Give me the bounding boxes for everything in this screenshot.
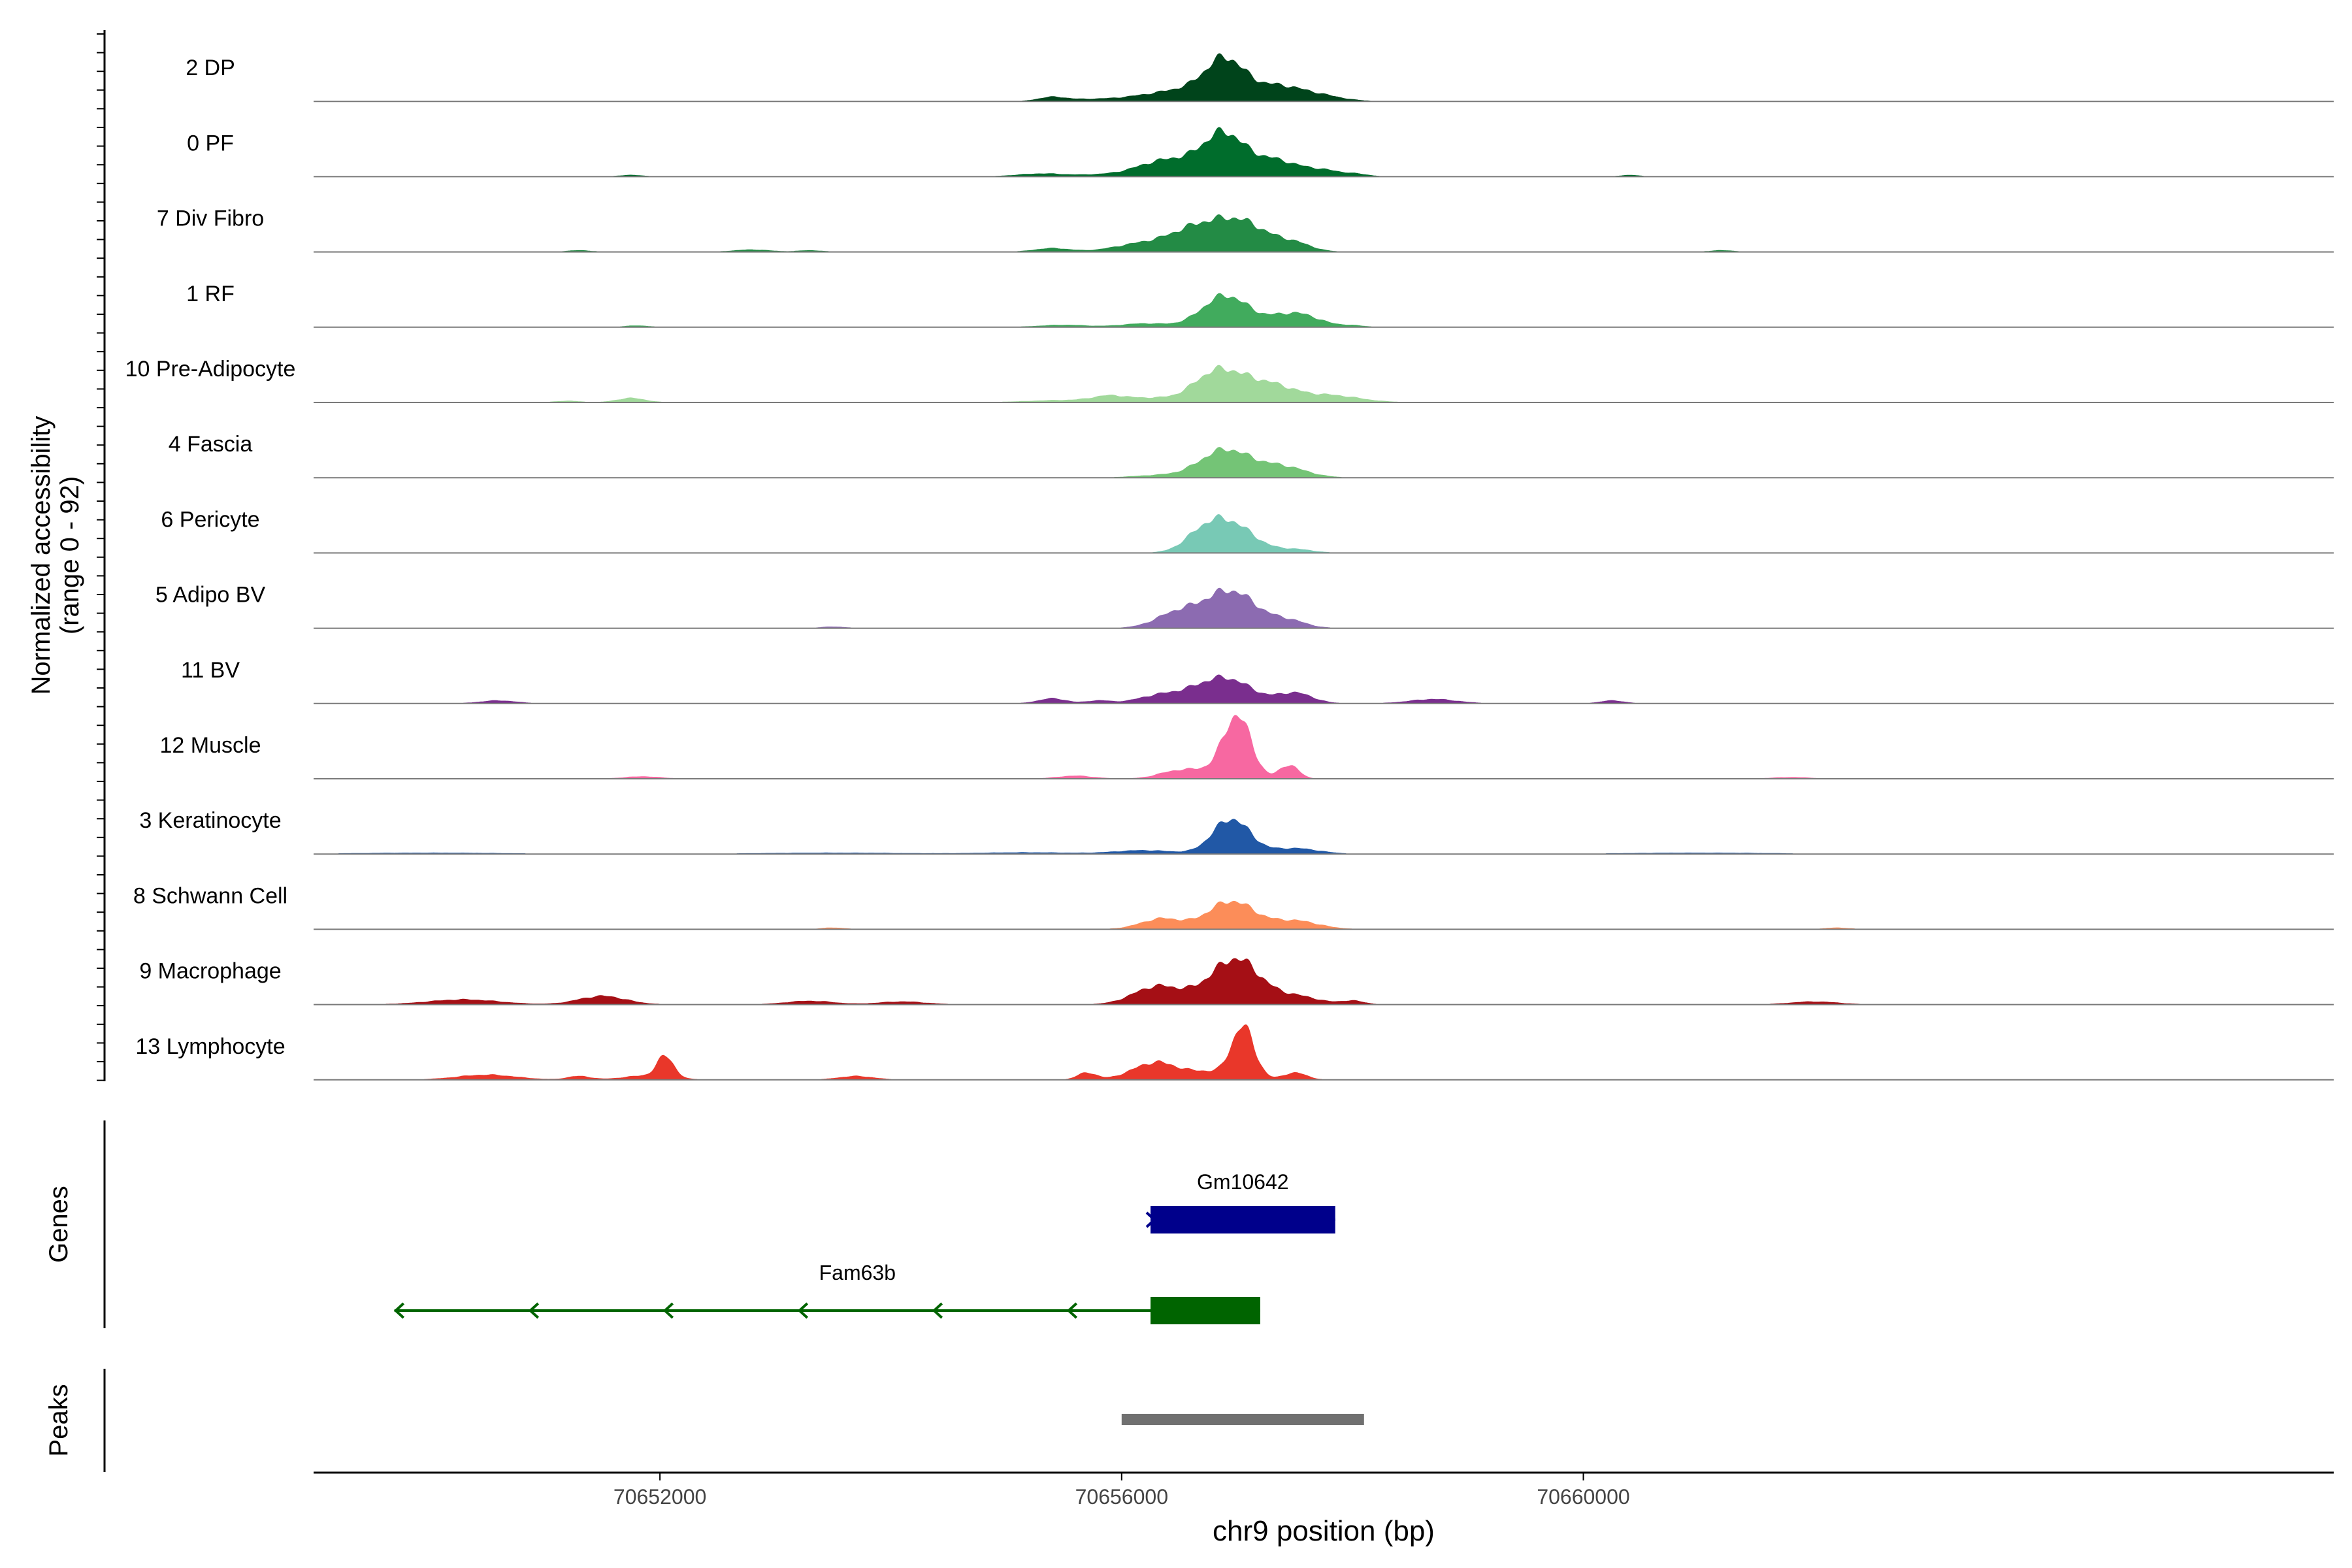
track-label: 6 Pericyte (161, 507, 259, 532)
coverage-track: 0 PF (187, 127, 2334, 178)
coverage-y-label-line1: Normalized accessibility (27, 416, 56, 695)
x-tick-label: 70660000 (1537, 1485, 1629, 1509)
coverage-tracks: 2 DP 0 PF 7 Div Fibro 1 RF 10 Pre-Adipocyte 4… (125, 53, 2334, 1081)
x-axis: 70652000 70656000 70660000 chr9 position (… (314, 1471, 2334, 1547)
genes-panel: Genes Gm10642 Fam63b (44, 1120, 1335, 1328)
gene-gm10642: Gm10642 (1145, 1170, 1335, 1233)
track-label: 2 DP (186, 56, 235, 80)
coverage-track: 1 RF (186, 282, 2334, 328)
coverage-track: 4 Fascia (169, 432, 2334, 479)
strand-arrow (932, 1302, 943, 1319)
track-label: 8 Schwann Cell (133, 883, 287, 908)
track-label: 1 RF (186, 282, 235, 306)
gene-name-label: Fam63b (819, 1261, 896, 1284)
track-label: 0 PF (187, 131, 234, 155)
gene-fam63b: Fam63b (393, 1261, 1260, 1324)
coverage-track: 10 Pre-Adipocyte (125, 357, 2334, 403)
peaks-label: Peaks (44, 1384, 73, 1456)
peaks-panel: Peaks (44, 1369, 1364, 1472)
peak-regions (1121, 1414, 1364, 1425)
track-label: 9 Macrophage (139, 959, 281, 984)
x-tick-label: 70656000 (1075, 1485, 1168, 1509)
coverage-panel: Normalized accessibility (range 0 - 92) … (27, 30, 2334, 1081)
coverage-track: 11 BV (181, 658, 2334, 704)
x-ticks: 70652000 70656000 70660000 (613, 1473, 1630, 1509)
track-label: 5 Adipo BV (155, 583, 266, 608)
gene-models: Gm10642 Fam63b (393, 1170, 1335, 1324)
track-label: 10 Pre-Adipocyte (125, 357, 296, 382)
coverage-track: 3 Keratinocyte (139, 808, 2334, 855)
strand-arrow (1066, 1302, 1078, 1319)
strand-arrow (393, 1302, 405, 1319)
x-axis-label: chr9 position (bp) (1213, 1515, 1435, 1547)
strand-arrow (797, 1302, 809, 1319)
track-label: 11 BV (181, 658, 240, 683)
coverage-y-ticks (97, 33, 105, 1081)
coverage-y-label-line2: (range 0 - 92) (56, 476, 84, 634)
track-label: 4 Fascia (169, 432, 253, 457)
strand-arrow (1145, 1211, 1156, 1228)
genes-label: Genes (44, 1186, 73, 1263)
track-label: 12 Muscle (160, 733, 261, 758)
peak-region (1121, 1414, 1364, 1425)
gene-exon (1151, 1206, 1335, 1233)
gene-exon (1151, 1297, 1260, 1324)
track-label: 7 Div Fibro (157, 206, 264, 231)
x-tick-label: 70652000 (613, 1485, 706, 1509)
strand-arrow (662, 1302, 674, 1319)
coverage-track: 7 Div Fibro (157, 206, 2334, 253)
coverage-track: 13 Lymphocyte (135, 1024, 2334, 1081)
coverage-track: 8 Schwann Cell (133, 883, 2334, 930)
gene-name-label: Gm10642 (1197, 1170, 1289, 1194)
track-label: 13 Lymphocyte (135, 1034, 285, 1059)
track-label: 3 Keratinocyte (139, 808, 281, 833)
coverage-track: 12 Muscle (160, 715, 2334, 779)
coverage-track: 6 Pericyte (161, 507, 2334, 554)
coverage-track: 5 Adipo BV (155, 583, 2334, 629)
strand-arrow (528, 1302, 540, 1319)
coverage-track: 2 DP (186, 53, 2334, 103)
coverage-track: 9 Macrophage (139, 958, 2334, 1005)
